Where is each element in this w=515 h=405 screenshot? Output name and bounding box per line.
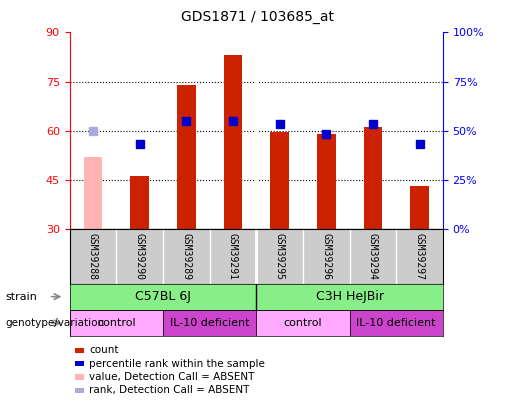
Bar	[224, 55, 242, 229]
Bar	[177, 85, 196, 229]
Bar	[256, 310, 350, 336]
Text: genotype/variation: genotype/variation	[5, 318, 104, 328]
Bar	[410, 186, 429, 229]
Text: C3H HeJBir: C3H HeJBir	[316, 290, 384, 303]
Text: GSM39295: GSM39295	[274, 233, 285, 280]
Text: control: control	[284, 318, 322, 328]
Text: control: control	[97, 318, 135, 328]
Text: GSM39296: GSM39296	[321, 233, 331, 280]
Bar	[70, 310, 163, 336]
Bar	[130, 177, 149, 229]
Text: GDS1871 / 103685_at: GDS1871 / 103685_at	[181, 10, 334, 24]
Bar	[163, 310, 256, 336]
Text: GSM39297: GSM39297	[415, 233, 424, 280]
Text: percentile rank within the sample: percentile rank within the sample	[89, 359, 265, 369]
Text: IL-10 deficient: IL-10 deficient	[170, 318, 249, 328]
Text: GSM39294: GSM39294	[368, 233, 378, 280]
Text: strain: strain	[5, 292, 37, 302]
Bar	[83, 157, 102, 229]
Bar	[270, 132, 289, 229]
Bar	[364, 127, 382, 229]
Text: GSM39290: GSM39290	[134, 233, 145, 280]
Text: GSM39289: GSM39289	[181, 233, 191, 280]
Text: GSM39288: GSM39288	[88, 233, 98, 280]
Text: IL-10 deficient: IL-10 deficient	[356, 318, 436, 328]
Text: value, Detection Call = ABSENT: value, Detection Call = ABSENT	[89, 372, 254, 382]
Text: GSM39291: GSM39291	[228, 233, 238, 280]
Bar	[350, 310, 443, 336]
Bar	[317, 134, 336, 229]
Text: C57BL 6J: C57BL 6J	[135, 290, 191, 303]
Text: count: count	[89, 345, 118, 355]
Text: rank, Detection Call = ABSENT: rank, Detection Call = ABSENT	[89, 386, 249, 395]
